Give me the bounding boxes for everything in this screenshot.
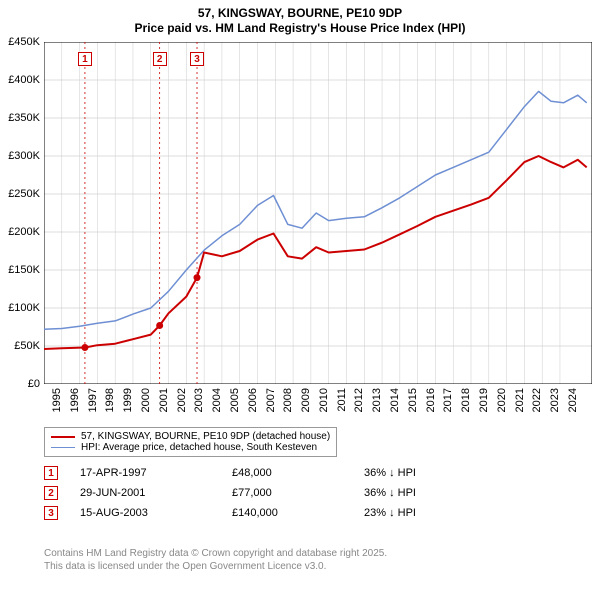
y-tick-label: £250K: [8, 188, 40, 200]
x-tick-label: 2003: [194, 388, 206, 412]
legend-swatch-hpi: [51, 447, 75, 448]
title-line1: 57, KINGSWAY, BOURNE, PE10 9DP: [0, 6, 600, 21]
sales-cell-date: 29-JUN-2001: [80, 487, 210, 499]
x-tick-label: 2020: [496, 388, 508, 412]
chart-container: 57, KINGSWAY, BOURNE, PE10 9DP Price pai…: [0, 0, 600, 590]
sales-cell-date: 15-AUG-2003: [80, 507, 210, 519]
chart-title: 57, KINGSWAY, BOURNE, PE10 9DP Price pai…: [0, 0, 600, 36]
x-tick-label: 2017: [443, 388, 455, 412]
x-tick-label: 1995: [51, 388, 63, 412]
x-tick-label: 2009: [300, 388, 312, 412]
sales-cell-delta: 36% ↓ HPI: [364, 487, 454, 499]
sales-table: 1 17-APR-1997 £48,000 36% ↓ HPI 2 29-JUN-2001…: [44, 466, 454, 526]
x-tick-label: 2024: [567, 388, 579, 412]
x-tick-label: 1996: [69, 388, 81, 412]
sales-cell-price: £77,000: [232, 487, 342, 499]
x-tick-label: 2004: [211, 388, 223, 412]
sales-cell-price: £140,000: [232, 507, 342, 519]
sales-cell-date: 17-APR-1997: [80, 467, 210, 479]
y-tick-label: £200K: [8, 226, 40, 238]
plot-svg: [44, 42, 592, 384]
y-tick-label: £100K: [8, 302, 40, 314]
x-tick-label: 1999: [122, 388, 134, 412]
sales-cell-price: £48,000: [232, 467, 342, 479]
y-tick-label: £150K: [8, 264, 40, 276]
legend-swatch-property: [51, 436, 75, 438]
x-tick-label: 2018: [460, 388, 472, 412]
plot-area: £0£50K£100K£150K£200K£250K£300K£350K£400…: [44, 42, 592, 384]
legend-row-property: 57, KINGSWAY, BOURNE, PE10 9DP (detached…: [51, 431, 330, 442]
sales-row-marker: 1: [44, 466, 58, 480]
x-tick-label: 2000: [140, 388, 152, 412]
x-tick-label: 2014: [389, 388, 401, 412]
legend-row-hpi: HPI: Average price, detached house, Sout…: [51, 442, 330, 453]
attribution-line2: This data is licensed under the Open Gov…: [44, 561, 387, 574]
sales-table-row: 3 15-AUG-2003 £140,000 23% ↓ HPI: [44, 506, 454, 520]
y-tick-label: £450K: [8, 36, 40, 48]
sales-cell-delta: 36% ↓ HPI: [364, 467, 454, 479]
x-tick-label: 2015: [407, 388, 419, 412]
x-tick-label: 2019: [478, 388, 490, 412]
sale-marker-3: 3: [190, 52, 204, 66]
x-tick-label: 2007: [265, 388, 277, 412]
sales-row-marker: 3: [44, 506, 58, 520]
x-tick-label: 2022: [532, 388, 544, 412]
attribution-note: Contains HM Land Registry data © Crown c…: [44, 548, 387, 573]
legend: 57, KINGSWAY, BOURNE, PE10 9DP (detached…: [44, 427, 337, 457]
sale-marker-1: 1: [78, 52, 92, 66]
y-tick-label: £350K: [8, 112, 40, 124]
y-tick-label: £400K: [8, 74, 40, 86]
x-tick-label: 2005: [229, 388, 241, 412]
x-tick-label: 2023: [549, 388, 561, 412]
sales-row-marker: 2: [44, 486, 58, 500]
x-tick-label: 1998: [105, 388, 117, 412]
x-tick-label: 2010: [318, 388, 330, 412]
legend-label-property: 57, KINGSWAY, BOURNE, PE10 9DP (detached…: [81, 431, 330, 442]
x-tick-label: 2013: [371, 388, 383, 412]
sales-cell-delta: 23% ↓ HPI: [364, 507, 454, 519]
legend-label-hpi: HPI: Average price, detached house, Sout…: [81, 442, 317, 453]
x-tick-label: 2001: [158, 388, 170, 412]
x-tick-label: 2006: [247, 388, 259, 412]
sale-marker-2: 2: [153, 52, 167, 66]
x-tick-label: 2002: [176, 388, 188, 412]
sales-table-row: 1 17-APR-1997 £48,000 36% ↓ HPI: [44, 466, 454, 480]
x-tick-label: 2016: [425, 388, 437, 412]
x-tick-label: 2021: [514, 388, 526, 412]
title-line2: Price paid vs. HM Land Registry's House …: [0, 21, 600, 36]
x-tick-label: 1997: [87, 388, 99, 412]
y-tick-label: £50K: [14, 340, 40, 352]
y-tick-label: £0: [28, 378, 40, 390]
sales-table-row: 2 29-JUN-2001 £77,000 36% ↓ HPI: [44, 486, 454, 500]
x-tick-label: 2008: [283, 388, 295, 412]
y-tick-label: £300K: [8, 150, 40, 162]
x-tick-label: 2012: [354, 388, 366, 412]
attribution-line1: Contains HM Land Registry data © Crown c…: [44, 548, 387, 561]
x-tick-label: 2011: [336, 388, 348, 412]
